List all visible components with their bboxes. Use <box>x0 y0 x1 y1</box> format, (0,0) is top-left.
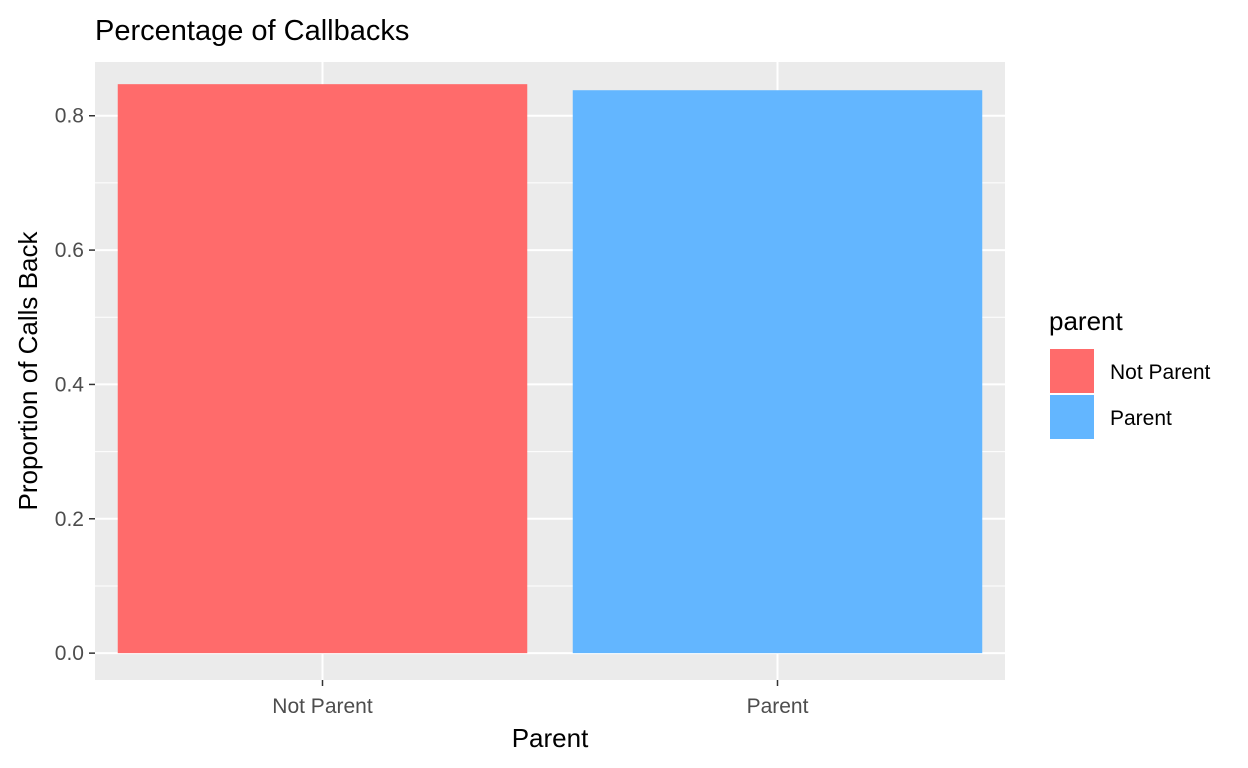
legend-label: Parent <box>1110 407 1172 430</box>
legend: parent Not Parent Parent <box>1049 306 1211 440</box>
y-axis-title: Proportion of Calls Back <box>13 231 43 511</box>
bar-parent <box>572 90 983 654</box>
y-tick-label: 0.2 <box>55 508 84 531</box>
y-tick-label: 0.8 <box>55 105 84 128</box>
legend-title: parent <box>1049 306 1123 336</box>
bar-not-parent <box>117 84 528 654</box>
x-axis: Not Parent Parent <box>272 680 809 718</box>
y-tick-label: 0.6 <box>55 239 84 262</box>
bars <box>117 84 983 654</box>
x-tick-label: Not Parent <box>272 695 373 718</box>
y-tick-label: 0.0 <box>55 642 84 665</box>
legend-swatch <box>1050 349 1094 393</box>
legend-swatch <box>1050 395 1094 439</box>
x-axis-title: Parent <box>512 723 589 753</box>
x-tick-label: Parent <box>747 695 809 718</box>
y-tick-label: 0.4 <box>55 373 85 396</box>
legend-label: Not Parent <box>1110 361 1211 384</box>
chart-title: Percentage of Callbacks <box>95 15 409 47</box>
y-axis: 0.0 0.2 0.4 0.6 0.8 <box>55 105 95 665</box>
